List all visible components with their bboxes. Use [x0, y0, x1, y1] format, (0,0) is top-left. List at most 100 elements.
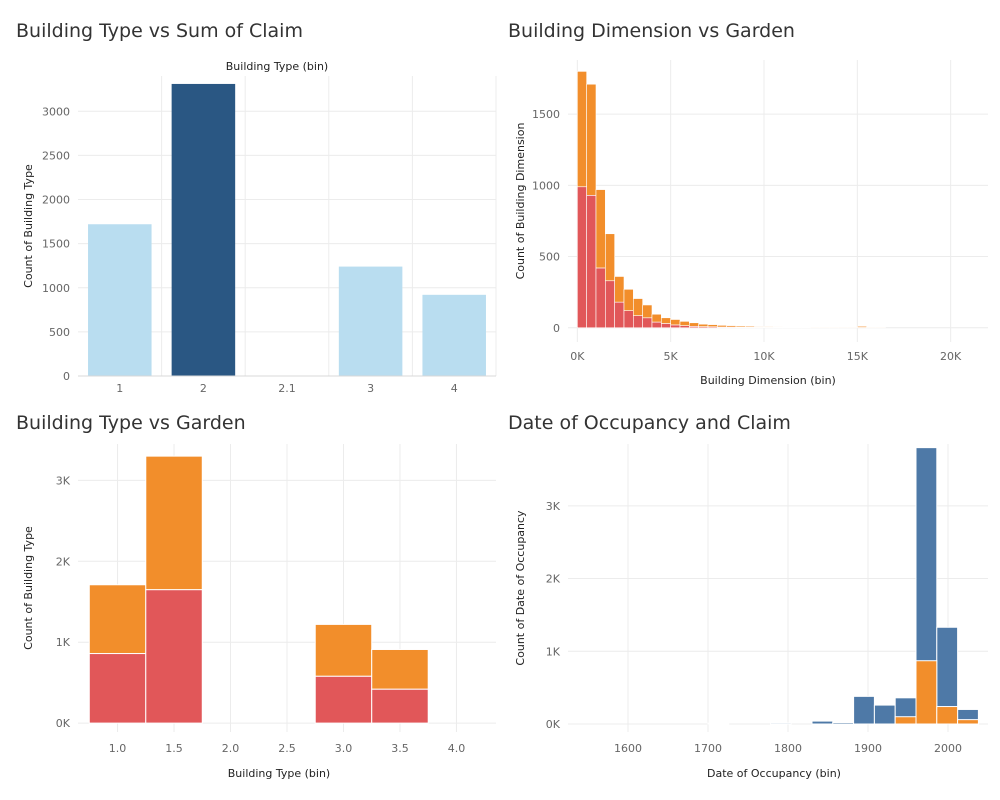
histogram-bar	[605, 280, 615, 329]
histogram-bar	[769, 722, 792, 725]
histogram-bar	[577, 71, 587, 188]
histogram-bar	[679, 321, 690, 326]
x-axis-label: Building Dimension (bin)	[700, 374, 836, 387]
histogram-bar	[894, 716, 917, 725]
bar	[422, 294, 486, 376]
stacked-bar	[314, 675, 373, 724]
x-tick-label: 3	[367, 382, 374, 395]
x-axis-label: Building Type (bin)	[228, 767, 330, 780]
histogram-bar	[642, 304, 653, 319]
histogram-bar	[614, 301, 625, 329]
y-tick-label: 0K	[56, 717, 71, 730]
x-tick-label: 3.5	[391, 742, 409, 755]
x-tick-label: 2.0	[222, 742, 240, 755]
bar	[88, 224, 152, 376]
y-tick-label: 2000	[42, 194, 70, 207]
histogram-bar	[586, 83, 597, 196]
histogram-bar	[707, 324, 718, 328]
bar	[171, 83, 236, 377]
y-tick-label: 2K	[546, 573, 561, 586]
x-tick-label: 1700	[694, 742, 722, 755]
histogram-bar	[873, 704, 896, 725]
histogram-bar	[577, 186, 587, 329]
histogram-bar	[853, 695, 875, 725]
x-tick-label: 4	[451, 382, 458, 395]
chart-panel-building-dimension-garden: Building Dimension vs Garden 0 500 1000 150…	[500, 0, 1000, 400]
y-tick-label: 0	[553, 322, 560, 335]
histogram-bar	[735, 325, 746, 328]
stacked-bar	[88, 653, 147, 724]
chart-panel-building-type-claim: Building Type vs Sum of Claim 0 500 1000 15…	[0, 0, 500, 400]
y-tick-label: 0	[63, 370, 70, 383]
y-tick-label: 1500	[532, 108, 560, 121]
y-axis-label: Count of Building Dimension	[514, 123, 527, 280]
histogram-bar	[698, 323, 709, 327]
chart-plot: 0K 1K 2K 3K Count of Building Type 1.0 1.5 2.0 2…	[22, 444, 496, 780]
histogram-bar	[754, 326, 765, 328]
chart-title: Date of Occupancy and Claim	[508, 412, 791, 434]
chart-title: Building Dimension vs Garden	[508, 20, 795, 42]
histogram-bar	[679, 325, 690, 329]
y-axis-label: Count of Building Type	[22, 526, 35, 650]
histogram-bar	[670, 319, 681, 326]
y-tick-label: 3000	[42, 105, 70, 118]
stacked-bar	[314, 623, 373, 677]
y-tick-label: 500	[539, 251, 560, 264]
histogram-bar	[773, 326, 783, 328]
histogram-bar	[661, 317, 671, 324]
histogram-bar	[595, 267, 606, 329]
y-tick-label: 2500	[42, 149, 70, 162]
stacked-bar	[371, 648, 429, 690]
x-tick-label: 10K	[753, 350, 775, 363]
histogram-bar	[811, 720, 834, 725]
histogram-bar	[832, 722, 855, 725]
x-tick-label: 2000	[934, 742, 962, 755]
x-tick-label: 5K	[664, 350, 679, 363]
y-tick-label: 2K	[56, 555, 71, 568]
stacked-bar	[145, 589, 203, 724]
chart-plot: 0 500 1000 1500 Count of Building Dimension 0…	[514, 60, 988, 387]
histogram-bar	[857, 326, 867, 328]
x-tick-label: 4.0	[448, 742, 466, 755]
x-axis-label: Date of Occupancy (bin)	[707, 767, 841, 780]
histogram-bar	[633, 315, 643, 329]
histogram-bar	[661, 323, 671, 329]
histogram-bar	[633, 298, 643, 316]
histogram-bar	[763, 326, 774, 328]
y-tick-label: 500	[49, 326, 70, 339]
y-tick-label: 1500	[42, 238, 70, 251]
x-tick-label: 15K	[847, 350, 869, 363]
x-tick-label: 1900	[854, 742, 882, 755]
histogram-bar	[717, 325, 727, 328]
histogram-bar	[623, 310, 634, 329]
histogram-bar	[689, 322, 699, 327]
chart-panel-date-of-occupancy-claim: Date of Occupancy and Claim 0K 1K 2K 3K Coun…	[500, 400, 1000, 800]
histogram-bar	[651, 321, 662, 329]
chart-panel-building-type-garden: Building Type vs Garden 0K 1K 2K 3K Count of…	[0, 400, 500, 800]
x-tick-label: 1.0	[109, 742, 127, 755]
stacked-bar	[371, 688, 429, 724]
y-axis-label: Count of Date of Occupancy	[514, 510, 527, 666]
histogram-bar	[936, 706, 959, 725]
chart-title: Building Type vs Sum of Claim	[16, 20, 303, 42]
histogram-bar	[623, 289, 634, 311]
histogram-bar	[707, 722, 730, 725]
histogram-bar	[651, 313, 662, 323]
y-tick-label: 1K	[546, 645, 561, 658]
y-tick-label: 3K	[546, 500, 561, 513]
histogram-bar	[670, 324, 681, 329]
y-axis-label: Count of Building Type	[22, 164, 35, 288]
stacked-bar	[145, 455, 203, 591]
chart-plot: 0K 1K 2K 3K Count of Date of Occupancy 1600 17…	[514, 444, 988, 780]
x-tick-label: 3.0	[335, 742, 353, 755]
chart-plot: 0 500 1000 1500 2000 2500 3000 Count of Buildin…	[22, 60, 497, 395]
histogram-bar	[726, 325, 737, 328]
x-tick-label: 1800	[774, 742, 802, 755]
x-tick-label: 1.5	[165, 742, 183, 755]
histogram-bar	[745, 326, 755, 328]
x-axis-label: Building Type (bin)	[226, 60, 328, 73]
x-tick-label: 2.5	[278, 742, 296, 755]
x-tick-label: 2.1	[278, 382, 296, 395]
x-tick-label: 0K	[570, 350, 585, 363]
stacked-bar	[88, 584, 147, 655]
